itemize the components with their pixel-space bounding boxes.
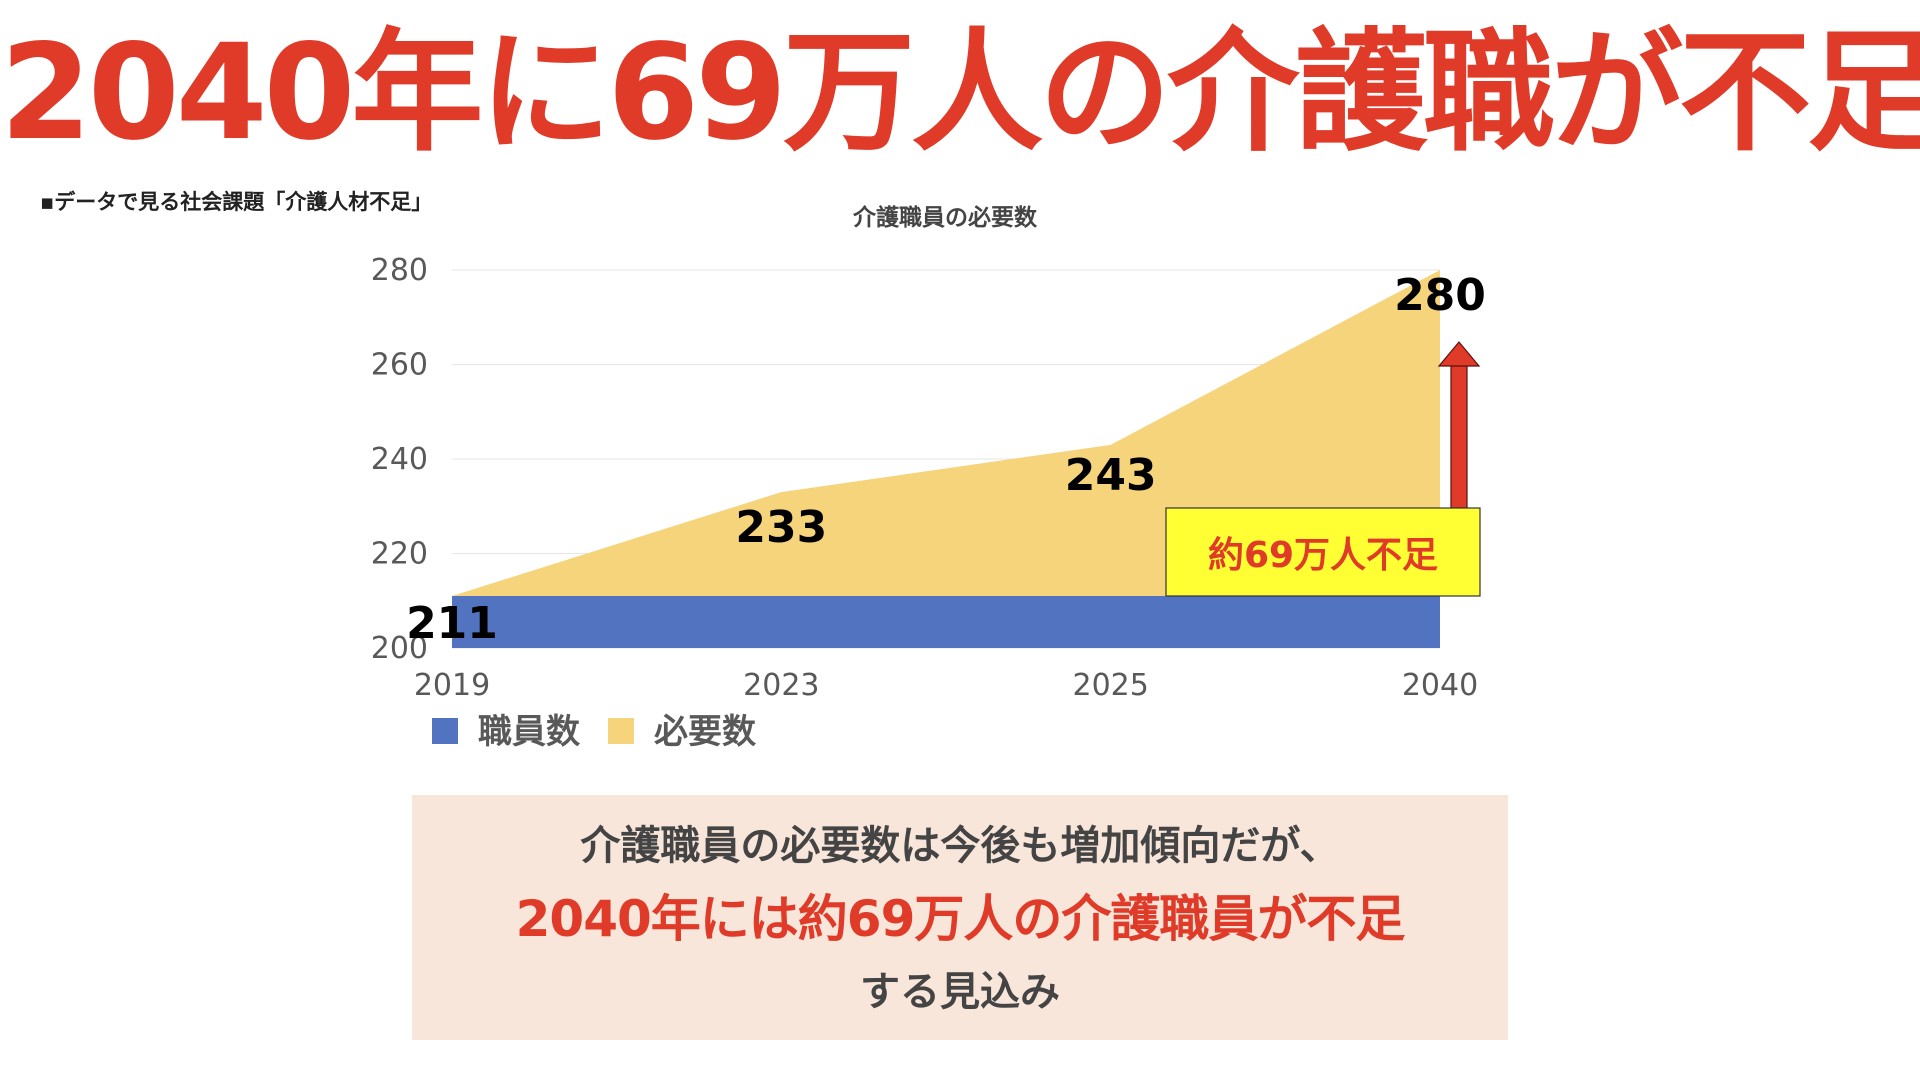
x-tick-label: 2040 <box>1402 668 1478 703</box>
y-tick-label: 260 <box>371 348 428 383</box>
summary-line-1: 介護職員の必要数は今後も増加傾向だが、 <box>580 823 1340 869</box>
y-tick-label: 220 <box>371 537 428 572</box>
x-tick-label: 2019 <box>414 668 490 703</box>
legend-swatch <box>608 718 634 744</box>
summary-line-2: 2040年には約69万人の介護職員が不足 <box>515 890 1406 948</box>
y-axis: 200 220 240 260 280 <box>371 253 428 666</box>
summary-box: 介護職員の必要数は今後も増加傾向だが、 2040年には約69万人の介護職員が不足… <box>412 795 1508 1040</box>
shortage-arrow-head <box>1437 341 1481 367</box>
y-tick-label: 280 <box>371 253 428 288</box>
callout-text: 約69万人不足 <box>1208 535 1438 576</box>
x-tick-label: 2023 <box>743 668 819 703</box>
legend-label: 必要数 <box>654 712 756 752</box>
data-label: 280 <box>1394 270 1486 321</box>
headline: 2040年に69万人の介護職が不足 <box>0 16 1920 170</box>
shortage-callout: 約69万人不足 <box>1165 341 1481 597</box>
data-label: 211 <box>406 598 498 649</box>
shortage-arrow-shaft <box>1450 359 1468 509</box>
data-labels: 211 233 243 280 <box>406 270 1486 649</box>
legend-label: 職員数 <box>478 712 580 752</box>
callout-box <box>1165 507 1481 597</box>
summary-line-3: する見込み <box>860 969 1060 1015</box>
legend-swatch <box>432 718 458 744</box>
data-label: 243 <box>1065 450 1157 501</box>
x-tick-label: 2025 <box>1072 668 1148 703</box>
staff-area <box>452 596 1440 648</box>
y-tick-label: 200 <box>371 631 428 666</box>
x-axis: 2019 2023 2025 2040 <box>414 668 1478 703</box>
data-label: 233 <box>735 502 827 553</box>
source-note: ▪データで見る社会課題「介護人材不足」 <box>40 190 433 214</box>
chart-title: 介護職員の必要数 <box>852 204 1038 231</box>
legend: 職員数 必要数 <box>432 712 756 752</box>
y-tick-label: 240 <box>371 442 428 477</box>
